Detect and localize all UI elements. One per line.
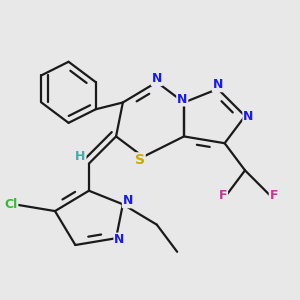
Text: N: N — [177, 93, 188, 106]
Text: N: N — [123, 194, 133, 207]
Text: N: N — [114, 233, 124, 246]
Text: Cl: Cl — [4, 198, 17, 211]
Text: F: F — [219, 189, 227, 202]
Text: H: H — [75, 150, 85, 163]
Text: N: N — [152, 72, 162, 85]
Text: N: N — [243, 110, 254, 123]
Text: N: N — [213, 78, 223, 91]
Text: S: S — [135, 153, 145, 167]
Text: F: F — [270, 189, 278, 202]
